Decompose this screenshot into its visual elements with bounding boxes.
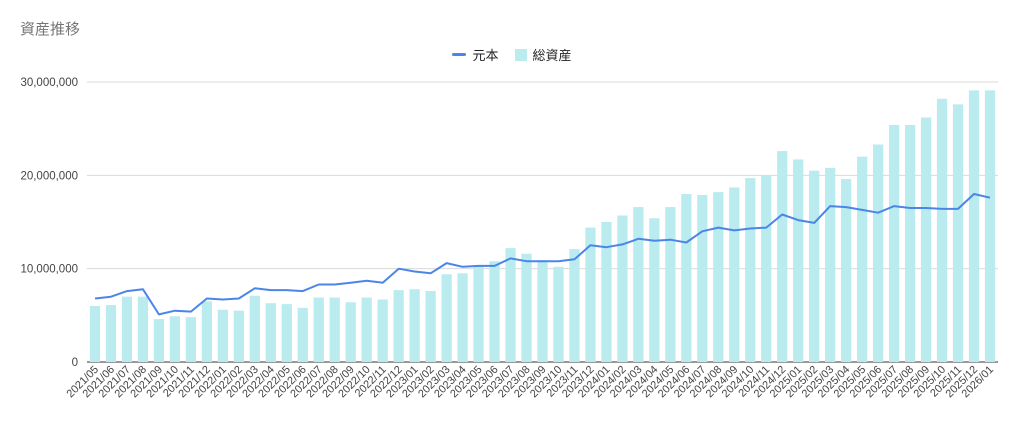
legend: 元本 総資産 [0, 45, 1024, 64]
legend-label-total-assets: 総資産 [532, 48, 572, 63]
bar-total-assets [425, 291, 436, 362]
bar-total-assets [281, 304, 292, 362]
bar-total-assets [617, 215, 628, 362]
bar-total-assets [505, 248, 516, 362]
bar-total-assets [585, 227, 596, 362]
legend-label-principal: 元本 [472, 48, 499, 63]
bar-total-assets [633, 207, 644, 362]
bar-total-assets [473, 265, 484, 362]
y-tick-label: 0 [72, 357, 78, 369]
bar-total-assets [361, 297, 372, 362]
bar-total-assets [409, 289, 420, 362]
legend-item-total-assets[interactable]: 総資産 [514, 45, 572, 64]
bar-total-assets [185, 317, 197, 362]
bar-total-assets [249, 295, 260, 362]
bar-total-assets [793, 159, 804, 362]
bar-total-assets [201, 301, 212, 362]
bar-total-assets [952, 104, 964, 363]
bar-total-assets [968, 90, 980, 363]
bar-total-assets [393, 290, 404, 362]
bar-total-assets [745, 178, 756, 362]
bar-total-assets [217, 309, 228, 362]
bar-total-assets [888, 124, 900, 362]
bar-total-assets [649, 218, 660, 362]
legend-box-swatch [514, 48, 527, 61]
bar-total-assets [809, 170, 820, 362]
bar-total-assets [441, 274, 452, 362]
bar-total-assets [601, 222, 612, 362]
chart-title: 資産推移 [20, 21, 81, 38]
bar-total-assets [681, 194, 692, 362]
bar-total-assets [825, 167, 836, 362]
bar-total-assets [169, 316, 181, 362]
bar-total-assets [121, 296, 133, 362]
bar-total-assets [457, 273, 468, 362]
bar-total-assets [984, 90, 996, 363]
legend-line-swatch [452, 53, 467, 56]
bar-total-assets [857, 156, 868, 362]
bar-total-assets [297, 307, 308, 362]
bar-total-assets [904, 124, 916, 362]
bar-total-assets [313, 297, 324, 362]
bar-total-assets [841, 179, 852, 362]
line-principal [94, 193, 991, 316]
bar-total-assets [105, 305, 117, 362]
bar-total-assets [777, 151, 788, 362]
bar-total-assets [329, 297, 340, 362]
y-tick-label: 20,000,000 [20, 170, 78, 182]
bar-total-assets [537, 260, 548, 362]
bar-total-assets [377, 299, 388, 362]
bar-total-assets [521, 253, 532, 362]
bar-total-assets [873, 144, 884, 362]
bar-total-assets [153, 319, 165, 362]
legend-item-principal[interactable]: 元本 [452, 45, 499, 64]
bar-total-assets [489, 261, 500, 362]
y-tick-label: 10,000,000 [20, 264, 78, 276]
bar-total-assets [233, 310, 244, 362]
bar-total-assets [761, 175, 772, 362]
bar-total-assets [569, 249, 580, 362]
bar-total-assets [729, 187, 740, 362]
bar-total-assets [553, 266, 564, 362]
bar-total-assets [713, 192, 724, 362]
bar-total-assets [936, 98, 948, 363]
bar-total-assets [920, 117, 932, 362]
y-tick-label: 30,000,000 [20, 77, 78, 89]
bar-total-assets [89, 306, 101, 362]
bar-total-assets [345, 302, 356, 362]
bar-total-assets [137, 296, 149, 362]
bar-total-assets [265, 303, 276, 362]
bar-total-assets [697, 194, 708, 362]
bar-total-assets [665, 207, 676, 362]
